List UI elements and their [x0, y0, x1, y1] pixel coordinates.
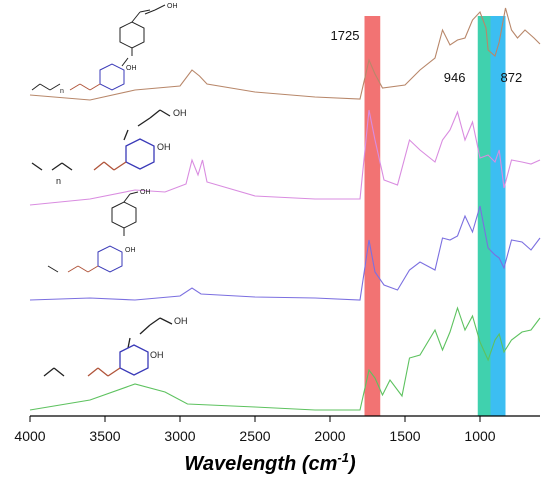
x-axis-title-close: ) — [347, 453, 356, 475]
band-label-872: 872 — [501, 70, 523, 85]
x-axis-title-unit: (cm — [302, 453, 338, 475]
spectrum-line-1 — [29, 7, 541, 101]
spectra-series — [29, 7, 541, 411]
x-tick-label-2000: 2000 — [314, 428, 345, 444]
x-tick-label-1000: 1000 — [464, 428, 495, 444]
spectrum-line-2 — [29, 109, 541, 206]
molecule-structure-2 — [31, 109, 171, 171]
molecule-2-phenol-oh: OH — [157, 142, 171, 152]
spectrum-line-4 — [29, 306, 541, 411]
molecule-2-repeat: n — [56, 176, 61, 186]
spectrum-line-3 — [29, 205, 541, 301]
x-axis-ticks: 4000 3500 3000 2500 2000 1500 1000 — [14, 416, 496, 444]
molecule-3-phenol-oh: OH — [125, 247, 136, 254]
x-axis-title-main: Wavelength — [184, 453, 296, 475]
molecule-4-phenol-oh: OH — [150, 350, 164, 360]
x-axis-title-sup: -1 — [337, 450, 349, 465]
x-tick-label-1500: 1500 — [389, 428, 420, 444]
molecule-structure-1 — [31, 4, 166, 91]
x-axis-title: Wavelength (cm-1) — [184, 450, 356, 475]
molecule-2-oh: OH — [173, 108, 187, 118]
highlight-bands — [364, 16, 506, 416]
x-tick-label-4000: 4000 — [14, 428, 45, 444]
molecule-structure-4 — [43, 317, 173, 377]
band-label-946: 946 — [444, 70, 466, 85]
band-872 — [490, 16, 506, 416]
molecule-1-repeat: n — [60, 88, 64, 95]
molecule-structure-3 — [47, 191, 139, 273]
band-label-1725: 1725 — [331, 28, 360, 43]
molecule-4-oh: OH — [174, 316, 188, 326]
x-tick-label-3500: 3500 — [89, 428, 120, 444]
band-1725 — [364, 16, 381, 416]
molecule-3-oh: OH — [140, 189, 151, 196]
x-tick-label-3000: 3000 — [164, 428, 195, 444]
x-tick-label-2500: 2500 — [239, 428, 270, 444]
band-946 — [477, 16, 491, 416]
band-labels: 1725 946 872 — [331, 28, 523, 85]
molecule-1-oh: OH — [167, 3, 178, 10]
molecule-1-phenol-oh: OH — [126, 65, 137, 72]
